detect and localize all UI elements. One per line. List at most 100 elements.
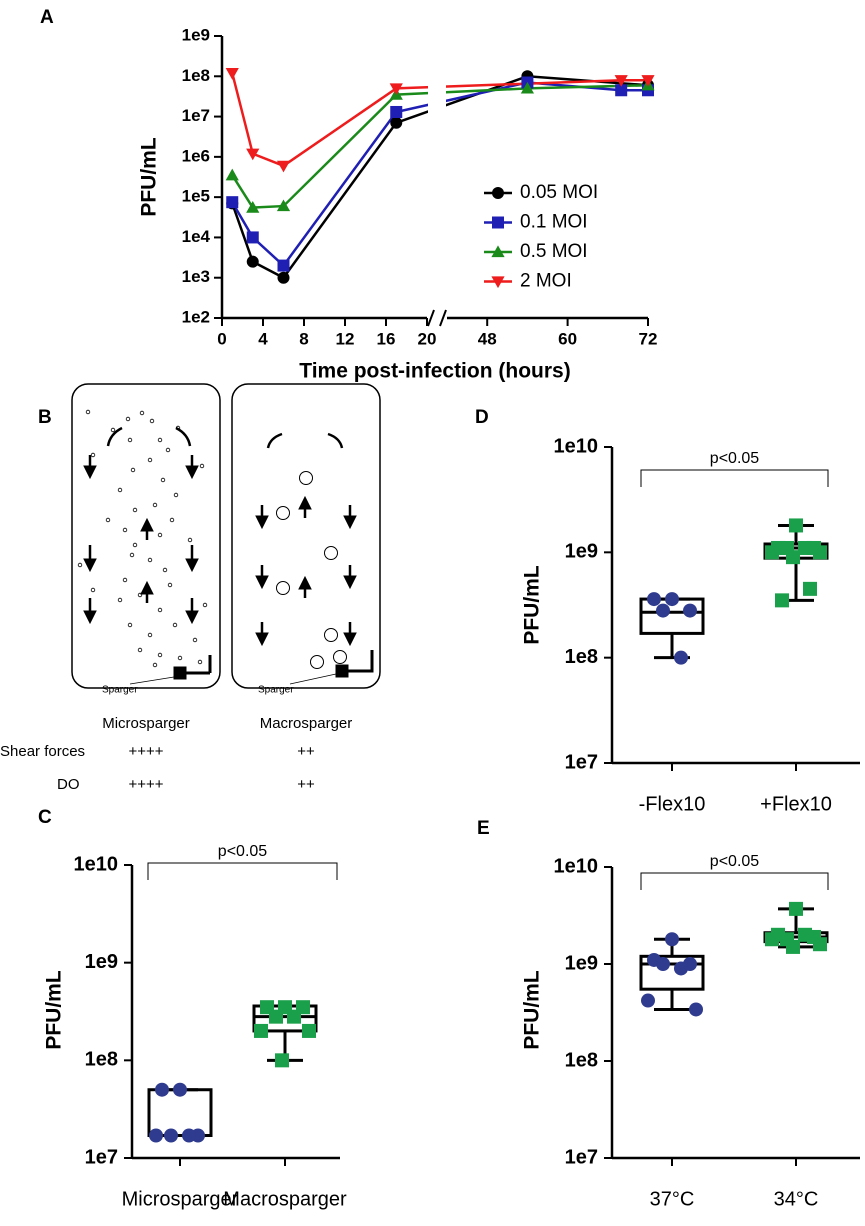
legend-label: 0.05 MOI — [520, 182, 598, 203]
bubble — [127, 622, 133, 628]
marker — [277, 271, 290, 284]
marker — [789, 901, 803, 916]
marker — [226, 196, 239, 209]
bubble — [160, 477, 166, 483]
bubble — [132, 507, 138, 513]
bubble — [175, 425, 181, 431]
bubble — [172, 622, 178, 628]
marker — [182, 1128, 196, 1143]
panel-label: B — [38, 407, 52, 428]
y-tick-label: 1e7 — [85, 1146, 118, 1168]
series-line — [231, 72, 648, 168]
y-tick-label: 1e6 — [182, 146, 210, 165]
bubble — [127, 437, 133, 443]
y-tick-label: 1e9 — [565, 952, 598, 974]
x-axis-label: Time post-infection (hours) — [299, 360, 570, 383]
marker — [665, 932, 679, 947]
bubble — [157, 607, 163, 613]
x-tick-label: +Flex10 — [760, 793, 832, 815]
box — [639, 954, 705, 991]
axis-break — [428, 26, 446, 328]
bubble — [125, 416, 131, 422]
bubble — [147, 632, 153, 638]
legend-label: 0.5 MOI — [520, 241, 588, 262]
marker — [641, 993, 655, 1008]
y-tick-label: 1e9 — [565, 541, 598, 563]
sparger-pipe — [348, 650, 374, 673]
marker — [765, 545, 779, 560]
bubble — [177, 655, 183, 661]
arrow-head — [255, 515, 269, 530]
row-value: ++++ — [128, 743, 163, 760]
bubble — [147, 457, 153, 463]
marker — [641, 75, 655, 87]
arrow-head — [83, 558, 97, 573]
marker — [277, 259, 290, 272]
row-label: Shear forces — [0, 743, 85, 760]
bubble — [187, 537, 193, 543]
marker — [269, 1009, 283, 1024]
sparger-label: Sparger — [258, 685, 294, 696]
marker — [813, 545, 827, 560]
significance-bracket — [147, 862, 338, 880]
curve-arrow — [106, 426, 192, 447]
marker — [798, 540, 812, 555]
panel-label: D — [475, 407, 489, 428]
marker — [813, 937, 827, 952]
row-label: DO — [57, 776, 80, 793]
y-axis-label: PFU/mL — [521, 970, 544, 1050]
y-tick-label: 1e9 — [85, 951, 118, 973]
bubble — [149, 418, 155, 424]
marker — [775, 593, 789, 608]
bubble — [299, 471, 313, 485]
y-tick-label: 1e8 — [85, 1049, 118, 1071]
x-tick-label: 20 — [418, 329, 437, 348]
arrow-head — [185, 558, 199, 573]
marker — [683, 603, 697, 618]
row-value: ++ — [297, 776, 315, 793]
y-tick-label: 1e5 — [182, 187, 210, 206]
panel-label: C — [38, 807, 52, 828]
marker — [803, 581, 817, 596]
row-value: ++ — [297, 743, 315, 760]
marker — [276, 199, 291, 212]
marker — [390, 105, 403, 118]
marker — [155, 1082, 169, 1097]
marker — [225, 67, 239, 80]
marker — [254, 1023, 268, 1038]
marker — [614, 75, 628, 87]
vessel — [71, 383, 221, 689]
diagram — [71, 383, 381, 689]
marker — [765, 932, 779, 947]
x-tick-label: 8 — [299, 329, 308, 348]
bubble — [139, 410, 145, 416]
marker — [656, 603, 670, 618]
marker — [246, 255, 259, 268]
pointer — [289, 673, 337, 685]
y-tick-label: 1e9 — [182, 25, 210, 44]
marker — [786, 550, 800, 565]
bubble — [152, 662, 158, 668]
y-tick-label: 1e10 — [554, 855, 599, 877]
annotation: p<0.05 — [710, 853, 759, 870]
bubble — [162, 567, 168, 573]
y-tick-label: 1e7 — [565, 751, 598, 773]
arrow-head — [298, 575, 312, 590]
pointer — [129, 676, 175, 685]
y-tick-label: 1e2 — [182, 307, 210, 326]
panel-label: A — [40, 7, 54, 28]
series-line — [231, 83, 649, 209]
bubble — [117, 487, 123, 493]
bubble — [137, 592, 143, 598]
bubble — [324, 546, 338, 560]
arrow-head — [185, 610, 199, 625]
marker — [246, 148, 260, 161]
legend-label: 0.1 MOI — [520, 212, 588, 233]
legend-marker — [492, 216, 504, 229]
bubble — [333, 650, 347, 664]
arrow-head — [298, 495, 312, 510]
sparger-pipe — [186, 655, 212, 675]
bubble — [324, 628, 338, 642]
y-tick-label: 1e3 — [182, 267, 210, 286]
